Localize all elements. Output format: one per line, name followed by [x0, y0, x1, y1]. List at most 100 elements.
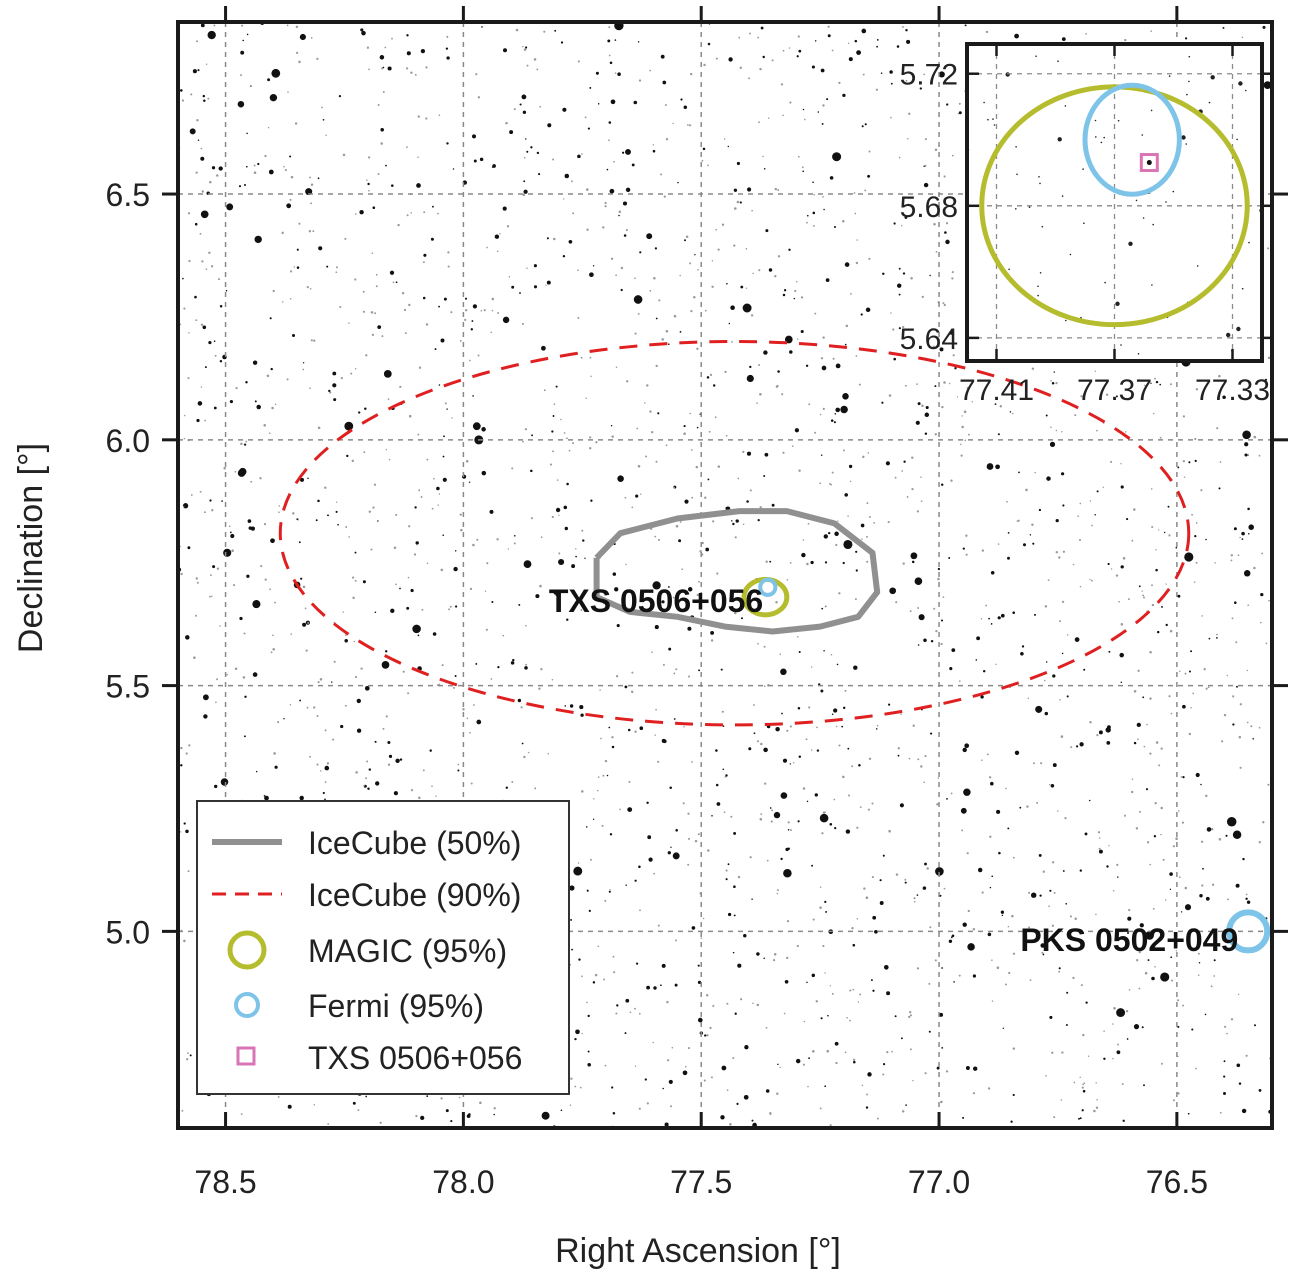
- star-dot: [406, 146, 408, 148]
- star-dot: [551, 678, 554, 681]
- star-dot: [335, 510, 338, 513]
- star-dot: [688, 124, 692, 127]
- star-dot: [733, 611, 737, 615]
- star-dot: [426, 562, 429, 565]
- star-dot: [842, 219, 845, 223]
- star-dot: [1150, 488, 1153, 490]
- star-dot: [350, 372, 353, 375]
- star-dot: [245, 440, 248, 443]
- star-dot: [649, 410, 652, 413]
- star-dot: [233, 584, 236, 587]
- star-dot: [695, 465, 699, 469]
- star-dot: [286, 378, 289, 381]
- star-dot: [655, 708, 657, 711]
- star-dot: [794, 289, 797, 293]
- star-dot: [934, 385, 937, 388]
- star-dot: [380, 142, 383, 145]
- star-dot: [990, 781, 994, 786]
- star-dot: [616, 1004, 619, 1007]
- star-dot: [1223, 1060, 1226, 1063]
- star-dot: [846, 1016, 848, 1019]
- star-dot: [842, 561, 845, 565]
- star-dot: [882, 1073, 885, 1076]
- star-dot: [814, 793, 818, 797]
- star-dot: [1177, 1055, 1179, 1058]
- star-dot: [733, 831, 737, 835]
- star-dot: [203, 511, 206, 514]
- star-dot: [511, 467, 514, 470]
- star-dot: [420, 48, 426, 54]
- star-dot: [310, 339, 313, 342]
- star-dot: [730, 815, 733, 818]
- star-dot: [635, 494, 639, 498]
- star-dot: [1117, 119, 1120, 122]
- star-dot: [214, 784, 218, 789]
- star-dot: [651, 431, 654, 434]
- star-dot: [401, 292, 405, 295]
- star-dot: [1152, 907, 1155, 910]
- star-dot: [362, 310, 365, 313]
- star-dot: [732, 951, 735, 954]
- star-dot: [1060, 735, 1064, 738]
- star-dot: [555, 507, 561, 513]
- star-dot: [1239, 766, 1242, 769]
- star-dot: [767, 117, 770, 120]
- star-dot: [1112, 1057, 1114, 1060]
- star-dot: [193, 656, 196, 659]
- star-dot: [1254, 1024, 1256, 1027]
- star-dot: [209, 180, 212, 184]
- star-dot: [888, 394, 892, 397]
- star-dot: [858, 383, 861, 386]
- star-dot: [962, 1116, 965, 1119]
- star-dot: [800, 296, 804, 299]
- star-dot: [1226, 674, 1229, 677]
- star-dot: [313, 339, 316, 342]
- star-dot: [1158, 764, 1161, 767]
- star-dot: [1205, 794, 1208, 798]
- star-dot: [1100, 141, 1103, 144]
- star-dot: [586, 228, 589, 231]
- star-dot: [910, 276, 913, 280]
- star-dot: [845, 324, 849, 328]
- star-dot: [1061, 195, 1064, 197]
- star-dot: [942, 596, 945, 598]
- star-dot: [269, 588, 271, 591]
- star-dot: [471, 320, 474, 322]
- star-dot: [771, 59, 774, 62]
- star-dot: [225, 289, 228, 292]
- star-dot: [829, 176, 834, 180]
- star-dot: [466, 1114, 471, 1118]
- star-dot: [661, 600, 665, 604]
- star-dot: [668, 647, 672, 651]
- star-dot: [770, 820, 773, 823]
- star-dot: [1119, 652, 1124, 658]
- star-dot: [625, 229, 628, 232]
- star-dot: [796, 338, 799, 340]
- star-dot: [1211, 828, 1214, 831]
- star-dot: [1120, 462, 1122, 465]
- star-dot: [1015, 208, 1017, 210]
- star-dot: [687, 837, 691, 840]
- star-dot: [1191, 513, 1193, 516]
- star-dot: [472, 543, 475, 547]
- star-dot: [742, 303, 752, 313]
- star-dot: [669, 1105, 673, 1108]
- star-dot: [807, 1085, 809, 1088]
- star-dot: [825, 278, 830, 282]
- star-dot: [1038, 176, 1040, 178]
- star-dot: [655, 317, 658, 320]
- star-dot: [666, 1000, 669, 1004]
- star-dot: [613, 160, 615, 163]
- inset-plot-panel: 77.41 77.37 77.33 5.64 5.68 5.72: [900, 42, 1274, 407]
- star-dot: [584, 557, 586, 560]
- star-dot: [840, 405, 848, 414]
- star-dot: [1096, 429, 1098, 432]
- star-dot: [801, 552, 806, 558]
- star-dot: [765, 1089, 770, 1093]
- star-dot: [336, 266, 338, 269]
- star-dot: [422, 769, 425, 772]
- star-dot: [803, 118, 806, 121]
- star-dot: [571, 180, 573, 183]
- star-dot: [1201, 884, 1204, 887]
- star-dot: [354, 368, 357, 370]
